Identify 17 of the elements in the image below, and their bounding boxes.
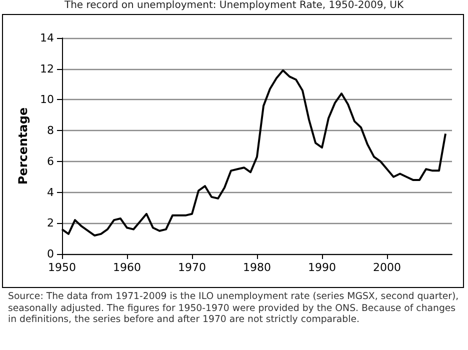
y-tick-label: 8: [47, 124, 54, 138]
x-tick-label: 1970: [178, 261, 206, 274]
x-tick-label: 1980: [243, 261, 271, 274]
x-tick-label: 1960: [113, 261, 141, 274]
x-tick-label: 1990: [308, 261, 336, 274]
y-tick-label: 12: [40, 62, 54, 76]
y-tick-label: 2: [47, 216, 54, 230]
y-tick-label: 4: [47, 186, 54, 199]
y-tick-label: 14: [40, 32, 54, 44]
y-tick-label: 0: [47, 248, 54, 260]
y-tick-label: 10: [40, 93, 54, 106]
chart-title: The record on unemployment: Unemployment Rate, 1950-2009, UK: [63, 0, 405, 12]
y-tick-label: 6: [47, 154, 54, 168]
source-note: Source: The data from 1971-2009 is the ILO unemployment rate (series MGSX, second quarter), seasonally adjusted. The figures for 1950-1970 were provided by the ONS. Because of changes in definitions, the series before and after 1970 are not strictly comparable.: [8, 291, 460, 326]
y-axis-title: Percentage: [16, 107, 30, 185]
x-tick-label: 1950: [48, 261, 76, 274]
x-tick-label: 2000: [373, 261, 401, 274]
